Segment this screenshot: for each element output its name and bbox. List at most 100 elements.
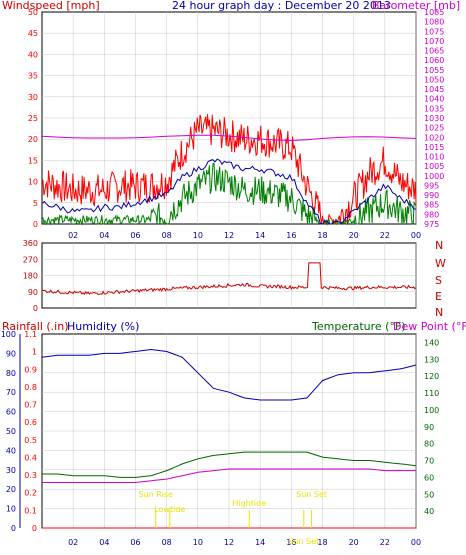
- barometer-tick-label: 990: [424, 191, 439, 200]
- wind-x-tick-label: 00: [411, 231, 421, 240]
- wind-x-tick-label: 20: [349, 231, 359, 240]
- wind-tick-label: 10: [28, 178, 38, 187]
- barometer-tick-label: 1085: [424, 8, 444, 17]
- temperature-tick-label: 50: [424, 490, 434, 499]
- humidity-axis-title: Humidity (%): [67, 320, 139, 333]
- compass-letter-e: E: [435, 290, 442, 303]
- direction-tick-label: 0: [33, 304, 38, 313]
- humidity-tick-label: 20: [6, 485, 16, 494]
- wind-x-tick-label: 08: [162, 231, 172, 240]
- climate-x-tick-label: 16: [286, 538, 296, 547]
- temperature-tick-label: 100: [424, 406, 439, 415]
- barometer-tick-label: 1010: [424, 153, 444, 162]
- wind-tick-label: 15: [28, 156, 38, 165]
- wind-lull-line: [41, 162, 417, 226]
- climate-x-tick-label: 08: [162, 538, 172, 547]
- wind-tick-label: 0: [33, 220, 38, 229]
- barometer-tick-label: 1065: [424, 47, 444, 56]
- rainfall-tick-label: 0.3: [24, 471, 37, 480]
- climate-x-tick-label: 20: [349, 538, 359, 547]
- rainfall-tick-label: 1: [32, 348, 37, 357]
- wind-average-line: [41, 158, 417, 225]
- barometer-tick-label: 975: [424, 220, 439, 229]
- barometer-tick-label: 980: [424, 210, 439, 219]
- climate-x-tick-label: 14: [255, 538, 265, 547]
- wind-x-tick-label: 06: [130, 231, 140, 240]
- climate-x-tick-label: 10: [193, 538, 203, 547]
- rainfall-axis-title: Rainfall (.in): [2, 320, 69, 333]
- direction-tick-label: 180: [23, 272, 38, 281]
- temperature-tick-label: 120: [424, 372, 439, 381]
- temperature-tick-label: 110: [424, 389, 439, 398]
- barometer-tick-label: 1035: [424, 104, 444, 113]
- wind-x-tick-label: 02: [68, 231, 78, 240]
- rainfall-tick-label: 0.5: [24, 436, 37, 445]
- wind-tick-label: 50: [28, 8, 38, 17]
- wind-tick-label: 5: [33, 199, 38, 208]
- humidity-tick-label: 70: [6, 388, 16, 397]
- barometer-tick-label: 1045: [424, 85, 444, 94]
- direction-tick-label: 270: [23, 255, 38, 264]
- direction-tick-label: 360: [23, 239, 38, 248]
- climate-x-tick-label: 18: [317, 538, 327, 547]
- event-marker-label: Hightide: [232, 499, 266, 508]
- wind-tick-label: 30: [28, 93, 38, 102]
- temperature-tick-label: 40: [424, 507, 434, 516]
- event-marker-label: Sun Rise: [138, 490, 173, 499]
- barometer-tick-label: 1070: [424, 37, 444, 46]
- rainfall-tick-label: 1.1: [24, 330, 37, 339]
- rainfall-tick-label: 0.7: [24, 401, 37, 410]
- barometer-tick-label: 1000: [424, 172, 444, 181]
- wind-tick-label: 25: [28, 114, 38, 123]
- dewpoint-axis-title: Dew Point (°F): [393, 320, 466, 333]
- wind-x-tick-label: 04: [99, 231, 109, 240]
- barometer-axis-title: Barometer [mb]: [372, 0, 460, 12]
- wind-tick-label: 40: [28, 50, 38, 59]
- wind-tick-label: 20: [28, 135, 38, 144]
- direction-tick-label: 90: [28, 288, 38, 297]
- climate-x-tick-label: 12: [224, 538, 234, 547]
- rainfall-tick-label: 0.8: [24, 383, 37, 392]
- wind-x-tick-label: 18: [317, 231, 327, 240]
- temperature-tick-label: 60: [424, 473, 434, 482]
- wind-x-tick-label: 14: [255, 231, 265, 240]
- rainfall-tick-label: 0.2: [24, 489, 37, 498]
- temperature-tick-label: 130: [424, 355, 439, 364]
- event-marker-label: Lowtide: [154, 505, 185, 514]
- wind-direction-line: [41, 262, 417, 296]
- humidity-tick-label: 0: [11, 524, 16, 533]
- temperature-tick-label: 70: [424, 457, 434, 466]
- compass-letter-s: S: [435, 274, 442, 287]
- temperature-axis-title: Temperature (°F): [311, 320, 406, 333]
- rainfall-tick-label: 0: [32, 524, 37, 533]
- compass-letter-n-bottom: N: [435, 306, 443, 319]
- climate-x-tick-label: 06: [130, 538, 140, 547]
- barometer-tick-label: 1020: [424, 133, 444, 142]
- wind-x-tick-label: 16: [286, 231, 296, 240]
- barometer-tick-label: 1015: [424, 143, 444, 152]
- dewpoint-line: [42, 468, 416, 483]
- barometer-tick-label: 985: [424, 201, 439, 210]
- temperature-tick-label: 140: [424, 338, 439, 347]
- humidity-tick-label: 40: [6, 446, 16, 455]
- event-marker-label: Sun Set: [296, 490, 327, 499]
- barometer-tick-label: 1005: [424, 162, 444, 171]
- temperature-tick-label: 80: [424, 440, 434, 449]
- wind-tick-label: 45: [28, 29, 38, 38]
- wind-x-tick-label: 22: [380, 231, 390, 240]
- barometer-tick-label: 1050: [424, 75, 444, 84]
- temperature-tick-label: 90: [424, 423, 434, 432]
- compass-letter-n-top: N: [435, 239, 443, 252]
- event-marker-label: Sun Set: [288, 537, 319, 546]
- barometer-tick-label: 1025: [424, 124, 444, 133]
- rainfall-tick-label: 0.9: [24, 365, 37, 374]
- wind-tick-label: 35: [28, 72, 38, 81]
- temperature-line: [42, 451, 417, 478]
- compass-letter-w: W: [435, 257, 446, 270]
- barometer-tick-label: 1030: [424, 114, 444, 123]
- barometer-tick-label: 1055: [424, 66, 444, 75]
- rainfall-tick-label: 0.4: [24, 453, 37, 462]
- rainfall-tick-label: 0.1: [24, 506, 37, 515]
